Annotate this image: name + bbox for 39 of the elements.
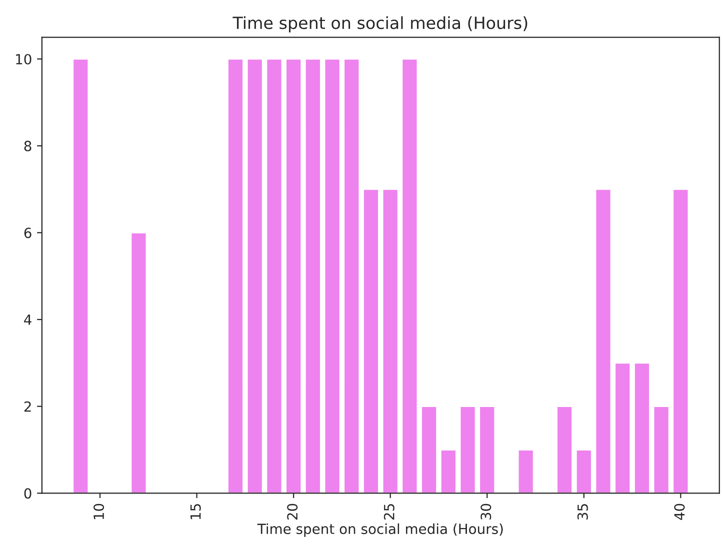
bar (324, 58, 341, 494)
bar (440, 449, 457, 494)
bar (72, 58, 90, 494)
y-tick-label: 4 (24, 314, 32, 325)
y-tick-label: 8 (24, 140, 32, 152)
bar (304, 58, 322, 494)
bar (672, 188, 690, 494)
y-tick-label: 0 (24, 488, 32, 499)
x-tick-label: 35 (577, 504, 588, 520)
chart-title: Time spent on social media (Hours) (232, 16, 528, 32)
bar (634, 362, 650, 494)
y-tick-label: 6 (24, 228, 32, 238)
bar (517, 449, 534, 494)
bar (266, 58, 283, 494)
bar (594, 188, 612, 494)
bar (285, 58, 302, 494)
bar (478, 406, 496, 494)
x-tick-label: 10 (94, 504, 104, 520)
x-tick-label: 30 (480, 504, 492, 520)
bar (575, 449, 592, 494)
bar (227, 58, 244, 494)
bar (246, 58, 264, 494)
bar (459, 406, 476, 494)
bar (420, 406, 438, 494)
bar (362, 188, 380, 494)
bar (614, 362, 632, 494)
bar (556, 406, 573, 494)
bar (382, 188, 399, 494)
x-tick-label: 20 (287, 504, 298, 520)
y-tick-label: 2 (24, 401, 31, 412)
bar (401, 58, 418, 494)
bar (130, 232, 148, 494)
bar (343, 58, 360, 494)
x-tick-label: 25 (384, 504, 394, 520)
x-tick-label: 40 (674, 504, 685, 520)
x-axis-title: Time spent on social media (Hours) (257, 523, 503, 537)
x-tick-label: 15 (190, 504, 201, 520)
y-tick-label: 10 (16, 54, 32, 64)
bar (652, 406, 670, 494)
